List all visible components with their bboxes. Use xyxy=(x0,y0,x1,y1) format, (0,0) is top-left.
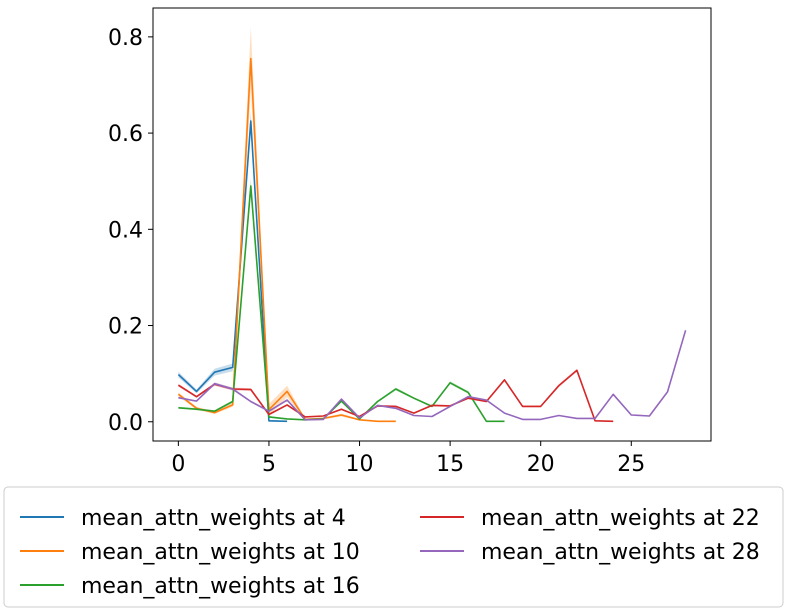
x-axis: 0 5 10 15 20 25 xyxy=(171,441,645,477)
plot-frame xyxy=(152,7,712,442)
y-tick-label: 0.4 xyxy=(108,218,143,243)
legend-label-2: mean_attn_weights at 16 xyxy=(81,574,360,599)
x-tick-label: 5 xyxy=(262,452,276,477)
legend-label-4: mean_attn_weights at 28 xyxy=(481,540,760,565)
legend-frame xyxy=(3,486,784,608)
legend-label-0: mean_attn_weights at 4 xyxy=(81,506,346,531)
series-line-4 xyxy=(178,330,687,421)
y-tick-label: 0.0 xyxy=(108,411,143,436)
y-axis: 0.0 0.2 0.4 0.6 0.8 xyxy=(108,26,153,436)
series-line-2 xyxy=(178,185,505,423)
x-tick-label: 20 xyxy=(527,452,555,477)
y-tick-label: 0.8 xyxy=(108,26,143,51)
legend-label-3: mean_attn_weights at 22 xyxy=(481,506,760,531)
series-line-1 xyxy=(177,57,396,423)
legend: mean_attn_weights at 4 mean_attn_weights … xyxy=(3,486,784,608)
y-tick-label: 0.2 xyxy=(108,315,143,340)
x-tick-label: 10 xyxy=(346,452,374,477)
legend-label-1: mean_attn_weights at 10 xyxy=(81,540,360,565)
confidence-band-0 xyxy=(178,111,288,422)
series-line-3 xyxy=(177,369,614,423)
series-lines xyxy=(177,57,687,423)
confidence-band-1 xyxy=(178,27,396,422)
series-line-0 xyxy=(177,120,288,423)
y-tick-label: 0.6 xyxy=(108,122,143,147)
x-tick-label: 15 xyxy=(436,452,464,477)
x-tick-label: 0 xyxy=(171,452,185,477)
x-tick-label: 25 xyxy=(617,452,645,477)
confidence-band-3 xyxy=(178,368,614,422)
